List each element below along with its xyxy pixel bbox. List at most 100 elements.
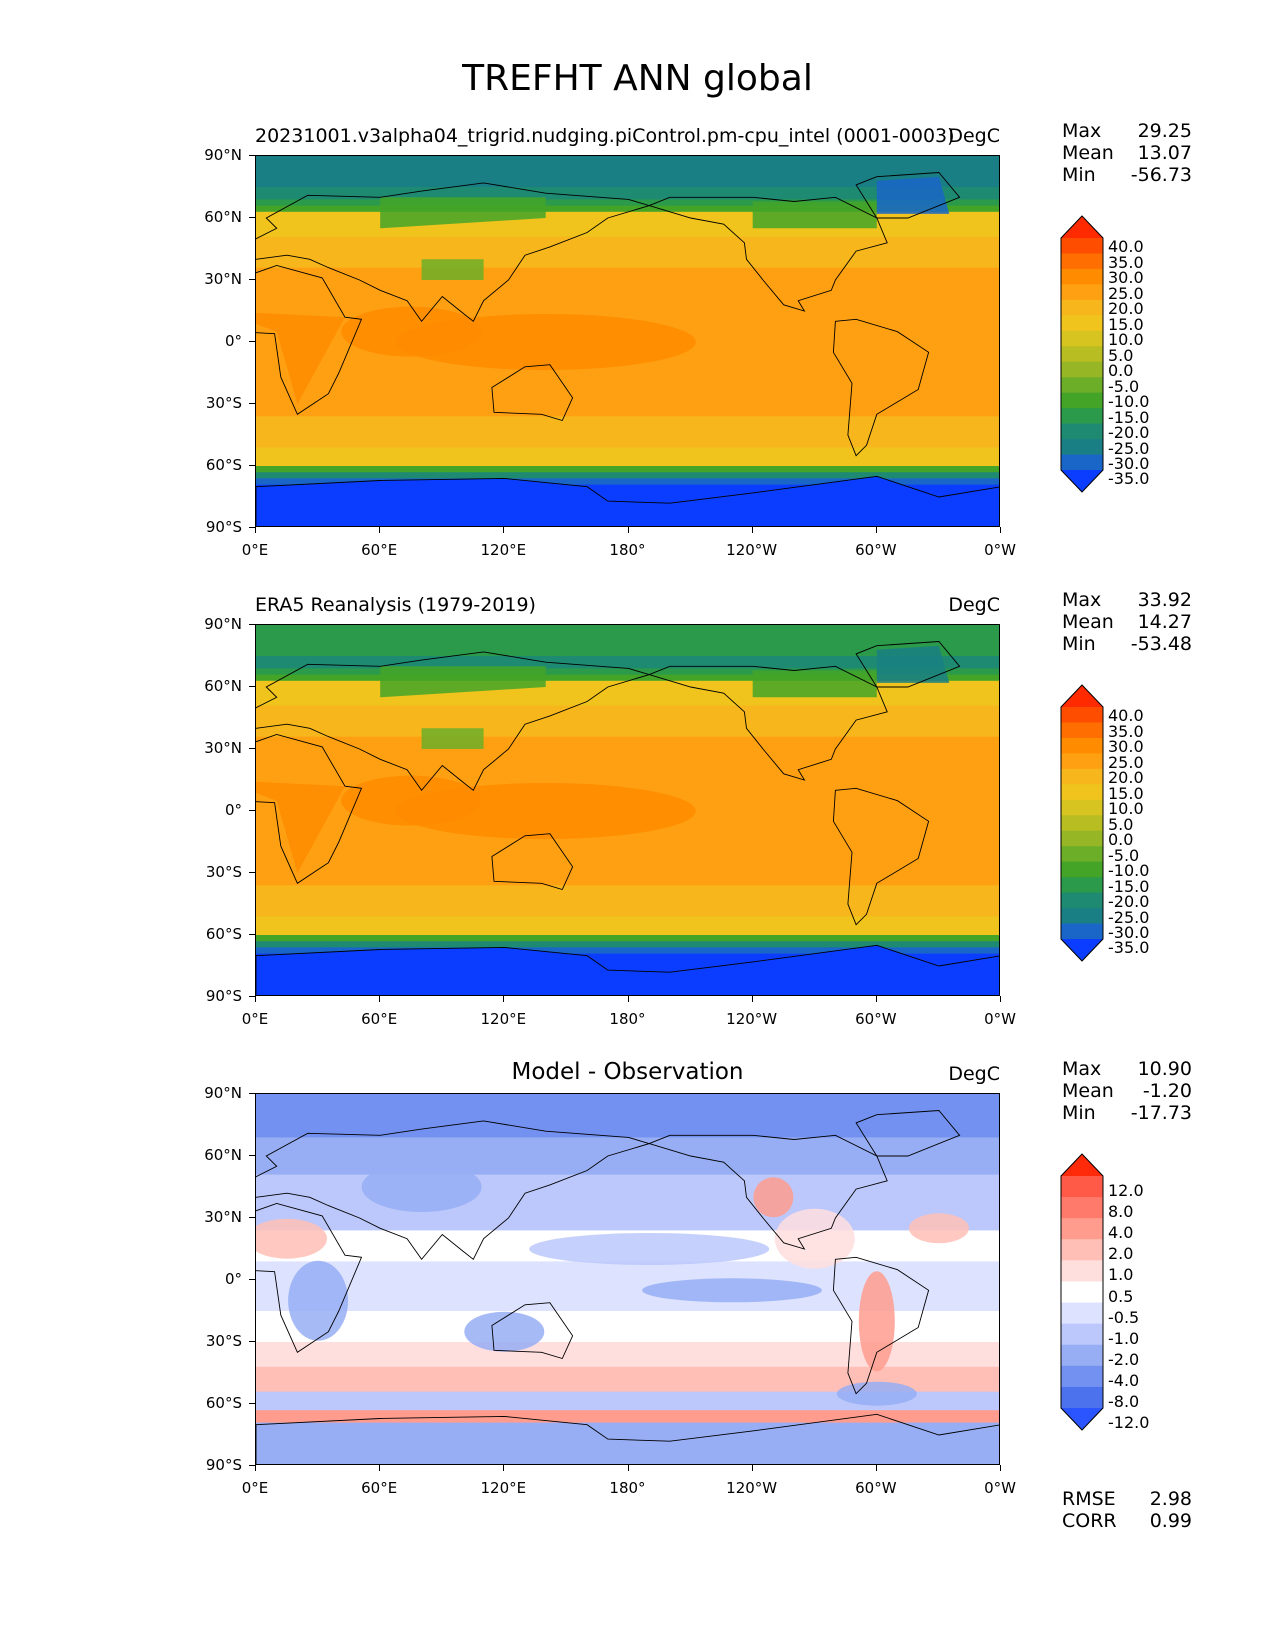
lat-tick — [249, 155, 255, 156]
colorbar-segment — [1061, 284, 1103, 301]
colorbar-segment — [1061, 1302, 1103, 1325]
lat-tick-label: 0° — [224, 801, 242, 819]
lon-tick — [503, 1465, 505, 1471]
lon-tick — [1000, 996, 1001, 1002]
stat-row: RMSE 2.98 — [1062, 1488, 1192, 1510]
colorbar-label: -20.0 — [1108, 892, 1150, 912]
colorbar-segment — [1061, 722, 1103, 739]
colorbar-segment — [1061, 1260, 1103, 1282]
colorbar-segment — [1061, 830, 1103, 847]
lat-tick — [249, 996, 255, 997]
lon-tick-label: 0°E — [241, 1479, 269, 1497]
colorbar-segment — [1061, 1218, 1103, 1240]
colorbar — [1060, 215, 1110, 499]
coastline — [256, 475, 999, 526]
lat-tick-label: 30°N — [204, 1208, 242, 1226]
colorbar-label: 30.0 — [1108, 737, 1144, 757]
colorbar — [1060, 1153, 1110, 1437]
colorbar-label: 40.0 — [1108, 706, 1144, 726]
stat-label: Max — [1062, 589, 1102, 611]
lat-tick-label: 60°N — [204, 208, 242, 226]
colorbar-segment — [1061, 1239, 1103, 1261]
lat-tick — [249, 872, 255, 873]
colorbar-label: 20.0 — [1108, 768, 1144, 788]
colorbar-extend-max — [1061, 216, 1103, 238]
lat-tick — [249, 748, 255, 749]
colorbar-label: 0.0 — [1108, 361, 1134, 381]
colorbar-label: 35.0 — [1108, 252, 1144, 272]
stat-row: Max 10.90 — [1062, 1058, 1192, 1080]
lat-tick-label: 0° — [224, 1270, 242, 1288]
colorbar-label: -8.0 — [1108, 1392, 1140, 1411]
colorbar-segment — [1061, 846, 1103, 863]
coastline — [491, 833, 574, 891]
lon-tick-label: 60°W — [855, 1010, 897, 1028]
colorbar-label: -25.0 — [1108, 907, 1150, 927]
map-panel-3: Model - Observation DegC 90°N 60°N 30°N 0° 30°… — [0, 1058, 1275, 1563]
lon-tick — [379, 996, 381, 1002]
coastline — [832, 787, 930, 926]
colorbar-segment — [1061, 423, 1103, 440]
lon-tick-label: 180° — [609, 1479, 646, 1497]
stat-value: 29.25 — [1137, 120, 1192, 142]
colorbar-label: -35.0 — [1108, 469, 1150, 489]
lon-tick-label: 120°W — [726, 1479, 778, 1497]
colorbar-label: 0.0 — [1108, 830, 1134, 850]
coastline — [256, 182, 651, 323]
coastline — [256, 265, 363, 415]
stats-box: Max 10.90 Mean -1.20 Min -17.73 — [1062, 1058, 1192, 1124]
colorbar-segment — [1061, 330, 1103, 347]
colorbar-segment — [1061, 346, 1103, 363]
colorbar-segment — [1061, 1365, 1103, 1388]
lon-tick — [255, 527, 256, 533]
colorbar-label: -10.0 — [1108, 392, 1150, 412]
colorbar-extend-max — [1061, 1154, 1103, 1176]
lon-tick-label: 120°E — [480, 541, 527, 559]
coastline — [647, 1134, 888, 1250]
stats-box: Max 29.25 Mean 13.07 Min -56.73 — [1062, 120, 1192, 186]
panel-title: ERA5 Reanalysis (1979-2019) — [255, 594, 536, 616]
colorbar-segment — [1061, 908, 1103, 924]
colorbar-label: 0.5 — [1108, 1286, 1134, 1306]
lat-tick — [249, 1465, 255, 1466]
lon-tick — [255, 996, 256, 1002]
colorbar-segment — [1061, 923, 1103, 940]
colorbar-segment — [1061, 877, 1103, 893]
stat-row: Min -56.73 — [1062, 164, 1192, 186]
coastline — [491, 364, 574, 422]
colorbar-label: 10.0 — [1108, 799, 1144, 819]
colorbar-segment — [1061, 253, 1103, 270]
map-plot — [255, 155, 1000, 527]
colorbar-segment — [1061, 799, 1103, 816]
colorbar-label: -15.0 — [1108, 876, 1150, 896]
colorbar-label: 15.0 — [1108, 783, 1144, 803]
lat-tick-label: 90°S — [205, 987, 242, 1005]
lat-tick — [249, 1155, 255, 1156]
figure-title: TREFHT ANN global — [462, 58, 813, 99]
stat-row: CORR 0.99 — [1062, 1510, 1192, 1532]
colorbar-segment — [1061, 238, 1103, 254]
lat-tick-label: 60°N — [204, 677, 242, 695]
colorbar-segment — [1061, 815, 1103, 832]
coastline — [832, 318, 930, 457]
colorbar-segment — [1061, 1197, 1103, 1219]
colorbar-label: -5.0 — [1108, 845, 1140, 865]
lon-tick — [1000, 1465, 1001, 1471]
colorbar-segment — [1061, 892, 1103, 909]
lat-tick — [249, 1403, 255, 1404]
lat-tick-label: 60°N — [204, 1146, 242, 1164]
colorbar-label: -10.0 — [1108, 861, 1150, 881]
stat-label: Min — [1062, 1102, 1096, 1124]
lon-tick-label: 0°W — [984, 1479, 1016, 1497]
map-plot — [255, 1093, 1000, 1465]
lat-tick — [249, 810, 255, 811]
lon-tick-label: 60°E — [361, 1010, 398, 1028]
stat-row: Mean -1.20 — [1062, 1080, 1192, 1102]
colorbar-label: 10.0 — [1108, 330, 1144, 350]
lat-tick-label: 30°S — [205, 863, 242, 881]
coastline — [855, 1110, 961, 1157]
colorbar-label: 25.0 — [1108, 752, 1144, 772]
lat-tick-label: 0° — [224, 332, 242, 350]
colorbar-label: -0.5 — [1108, 1307, 1140, 1327]
colorbar-label: -4.0 — [1108, 1370, 1140, 1390]
